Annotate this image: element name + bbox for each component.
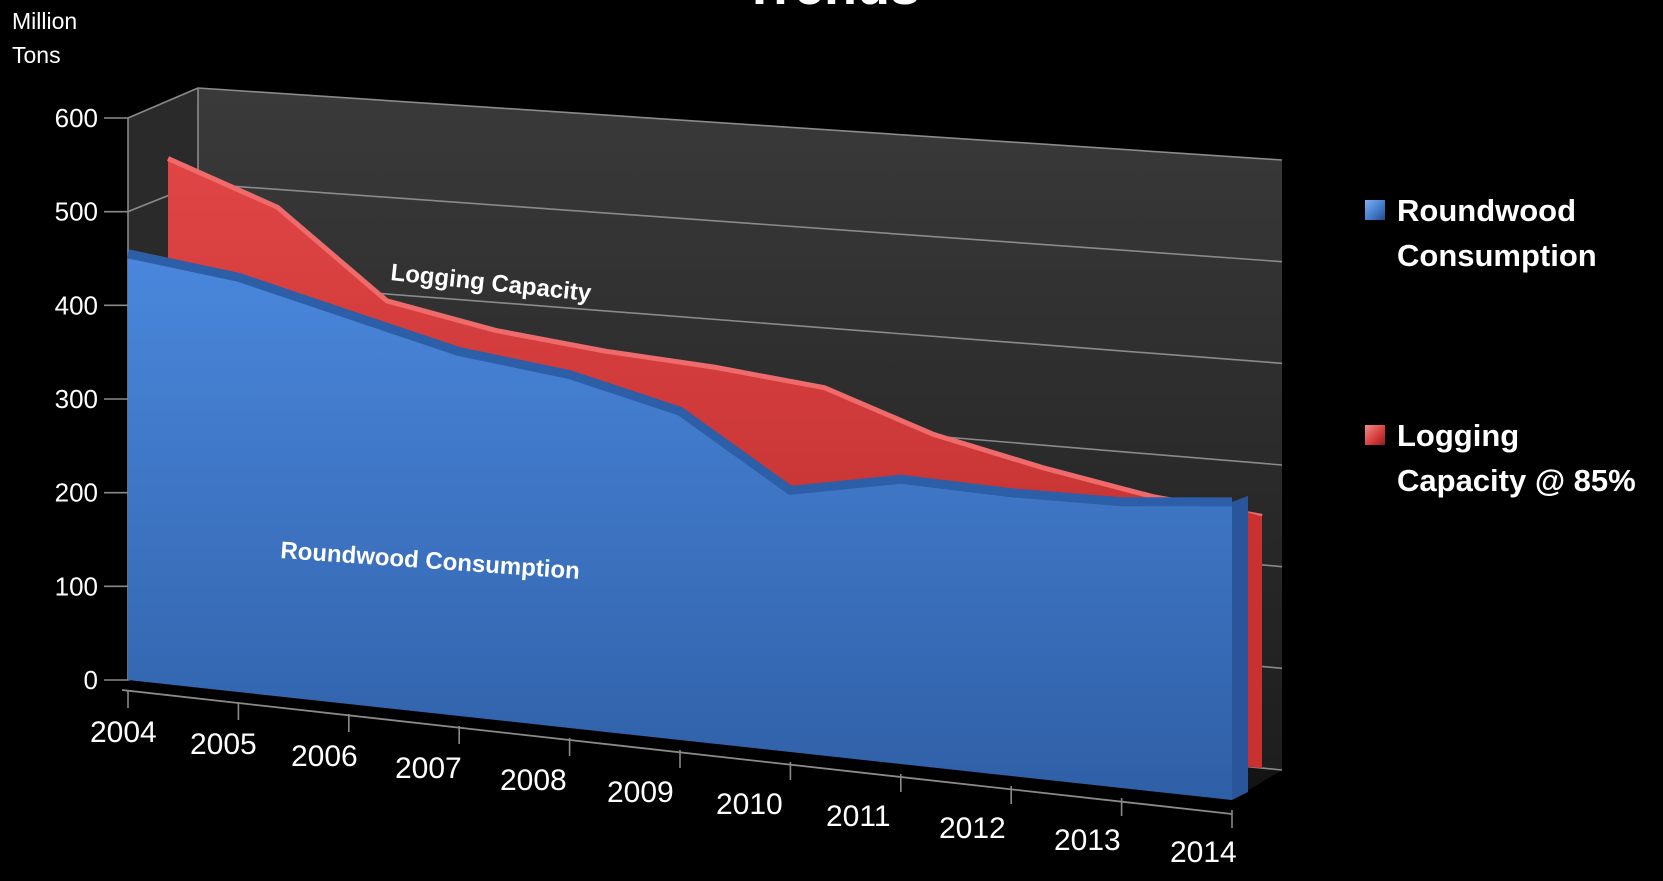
x-tick-label: 2006	[291, 740, 358, 773]
end-face-roundwood-consumption	[1232, 495, 1248, 800]
y-tick-label: 400	[55, 290, 98, 320]
legend-label-logging: Logging Capacity @ 85%	[1397, 418, 1636, 498]
legend-swatch-blue	[1365, 200, 1385, 220]
x-axis	[121, 689, 1233, 815]
y-tick-label: 200	[55, 478, 98, 508]
x-tick-label: 2011	[826, 800, 891, 833]
ridge-logging-capacity	[166, 156, 1263, 519]
legend-swatch-red	[1365, 425, 1385, 445]
x-tick-label: 2005	[190, 728, 257, 761]
legend-item-logging: Logging Capacity @ 85%	[1365, 413, 1655, 503]
x-axis-line	[121, 689, 1233, 815]
x-tick-label: 2010	[716, 788, 783, 821]
y-tick-label: 600	[55, 103, 98, 133]
x-tick-label: 2004	[90, 716, 157, 749]
legend-item-roundwood: Roundwood Consumption	[1365, 188, 1655, 278]
y-tick-label: 300	[55, 384, 98, 414]
gridline-side	[127, 87, 199, 119]
x-tick-label: 2013	[1054, 824, 1121, 857]
x-axis-ticks: 2004 2005 2006 2007 2008 2009 2010 2011 2012 2013…	[90, 690, 1237, 869]
ridge-roundwood-consumption	[127, 249, 1233, 507]
x-tick-label: 2008	[500, 764, 567, 797]
y-axis-ticks: 0 100 200 300 400 500 600	[55, 103, 128, 695]
legend-label-roundwood: Roundwood Consumption	[1397, 193, 1597, 273]
chart-title: Trends	[0, 0, 1663, 16]
x-tick-label: 2007	[395, 752, 462, 785]
x-tick-label: 2009	[607, 776, 674, 809]
series-roundwood-consumption	[127, 249, 1248, 801]
y-tick-label: 0	[84, 665, 98, 695]
x-tick-label: 2012	[939, 812, 1006, 845]
y-tick-label: 500	[55, 197, 98, 227]
gridline	[197, 87, 1283, 161]
area-roundwood-consumption	[128, 253, 1232, 801]
gridline	[197, 182, 1283, 263]
y-axis-label: Million Tons	[12, 8, 78, 68]
y-tick-label: 100	[55, 571, 98, 601]
x-tick-label: 2014	[1170, 836, 1237, 869]
